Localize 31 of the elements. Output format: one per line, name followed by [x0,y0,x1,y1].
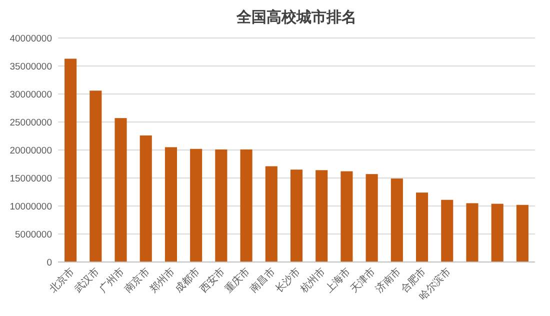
bar [240,149,252,262]
bar [90,90,102,262]
x-tick-label: 济南市 [373,266,404,296]
bar [164,147,177,262]
bar [366,174,378,262]
y-tick-label: 35000000 [10,62,52,72]
bar [390,178,403,262]
bar [190,148,202,262]
chart-title: 全国高校城市排名 [236,8,356,26]
x-tick-label: 郑州市 [147,266,178,296]
bar [316,170,328,262]
y-tick-label: 40000000 [10,34,52,44]
bar [491,204,504,262]
y-tick-label: 0 [46,258,52,268]
y-tick-label: 10000000 [10,202,52,212]
bar [416,192,428,262]
y-tick-label: 5000000 [15,230,52,240]
bar [340,171,353,262]
bar [441,200,454,262]
bar [64,58,77,262]
bar [516,204,528,262]
bar [265,166,278,262]
bar [290,170,303,262]
y-tick-label: 25000000 [10,118,52,128]
y-tick-label: 15000000 [10,174,52,184]
bar [140,135,152,262]
y-tick-label: 30000000 [10,90,52,100]
y-tick-label: 20000000 [10,146,52,156]
bar [466,203,478,262]
bar [114,118,127,262]
bar [215,149,228,262]
